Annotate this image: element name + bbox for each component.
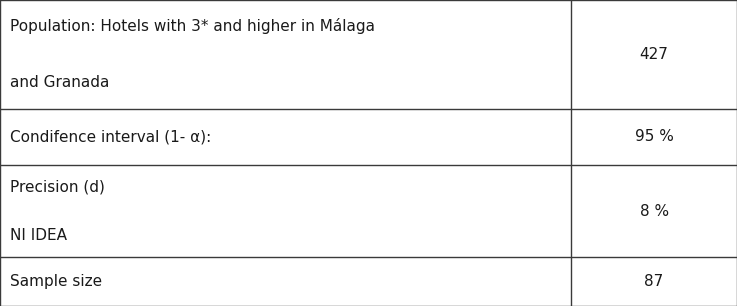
Text: Precision (d): Precision (d) bbox=[10, 180, 105, 195]
Text: Population: Hotels with 3* and higher in Málaga: Population: Hotels with 3* and higher in… bbox=[10, 18, 374, 34]
Text: 8 %: 8 % bbox=[640, 203, 668, 219]
Text: Sample size: Sample size bbox=[10, 274, 102, 289]
Text: NI IDEA: NI IDEA bbox=[10, 227, 66, 243]
Text: Condifence interval (1- α):: Condifence interval (1- α): bbox=[10, 129, 211, 144]
Text: 87: 87 bbox=[644, 274, 664, 289]
Text: 95 %: 95 % bbox=[635, 129, 674, 144]
Text: 427: 427 bbox=[640, 47, 668, 62]
Text: and Granada: and Granada bbox=[10, 75, 109, 90]
